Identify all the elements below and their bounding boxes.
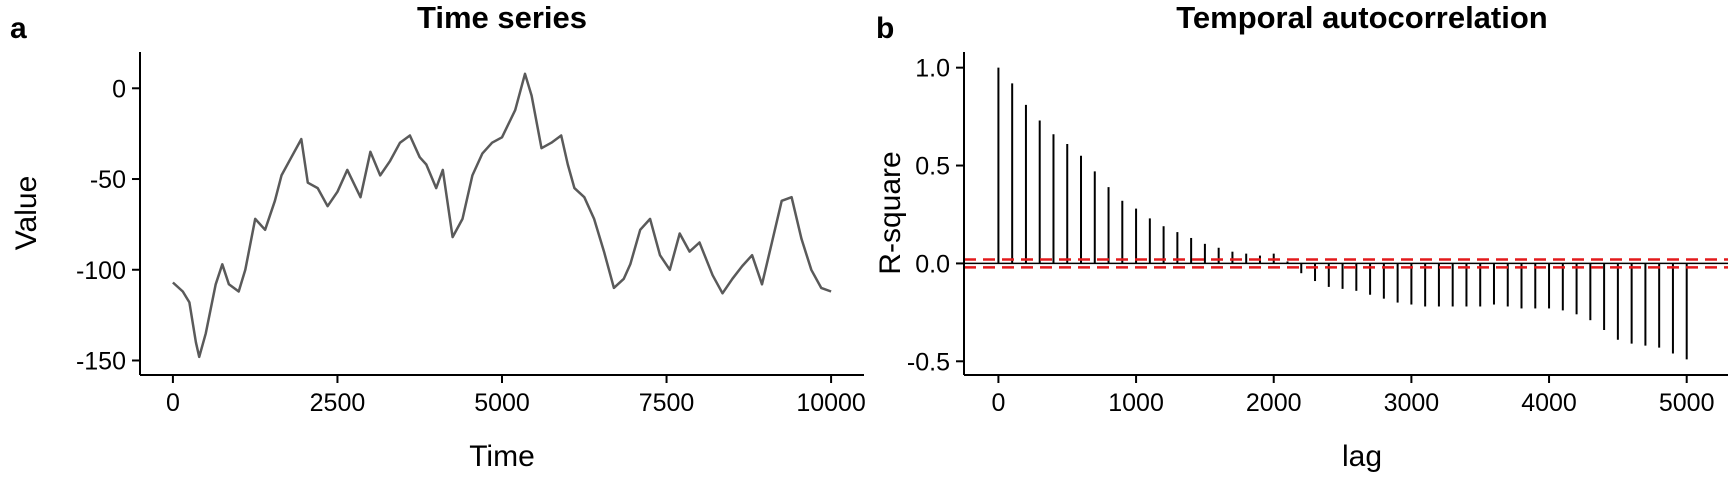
x-tick-label: 4000 — [1521, 389, 1577, 417]
panel-b-tag: b — [876, 12, 894, 45]
panel-b-autocorrelation: b Temporal autocorrelation 0 1000 2000 3000… — [874, 0, 1728, 473]
x-tick-label: 10000 — [796, 389, 866, 417]
x-tick-label: 0 — [166, 389, 180, 417]
panel-a-series — [172, 72, 832, 359]
panel-a-y-label: Value — [10, 176, 43, 251]
x-tick-label: 1000 — [1108, 389, 1164, 417]
y-tick-label: 0 — [112, 75, 126, 103]
y-tick-label: -50 — [90, 166, 126, 194]
x-tick-label: 3000 — [1384, 389, 1440, 417]
x-tick-label: 2500 — [310, 389, 366, 417]
panel-a-tag: a — [10, 12, 27, 45]
panel-a-x-label: Time — [469, 440, 535, 473]
panel-a-y-ticks: -150 -100 -50 0 — [76, 75, 140, 375]
y-tick-label: 1.0 — [915, 55, 950, 83]
panel-b-x-label: lag — [1342, 440, 1382, 473]
y-tick-label: -100 — [76, 257, 126, 285]
panel-a-x-ticks: 0 2500 5000 7500 10000 — [166, 375, 866, 417]
panel-b-x-ticks: 0 1000 2000 3000 4000 5000 — [991, 375, 1715, 417]
panel-a-title: Time series — [417, 0, 587, 35]
x-tick-label: 7500 — [639, 389, 695, 417]
x-tick-label: 0 — [991, 389, 1005, 417]
x-tick-label: 5000 — [1659, 389, 1715, 417]
y-tick-label: -0.5 — [907, 348, 950, 376]
panel-a-time-series: a Time series 0 2500 5000 7500 10000 -150 -10… — [10, 0, 866, 473]
series-line — [172, 72, 832, 359]
y-tick-label: 0.0 — [915, 250, 950, 278]
panel-b-y-ticks: -0.5 0.0 0.5 1.0 — [907, 55, 964, 376]
panel-b-title: Temporal autocorrelation — [1176, 0, 1548, 35]
panel-b-bars — [964, 67, 1728, 360]
y-tick-label: -150 — [76, 347, 126, 375]
panel-b-confidence-band — [964, 258, 1728, 269]
y-tick-label: 0.5 — [915, 153, 950, 181]
panel-b-y-label: R-square — [874, 151, 907, 274]
x-tick-label: 5000 — [474, 389, 530, 417]
x-tick-label: 2000 — [1246, 389, 1302, 417]
